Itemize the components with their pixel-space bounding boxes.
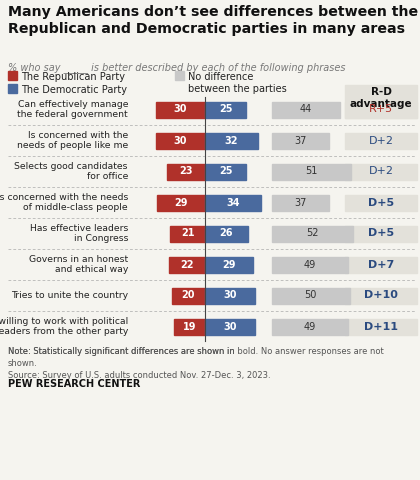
- Bar: [272, 164, 351, 180]
- Text: 34: 34: [226, 197, 240, 207]
- Bar: [345, 85, 417, 118]
- Text: Is concerned with the
needs of people like me: Is concerned with the needs of people li…: [17, 131, 128, 150]
- Bar: [205, 226, 248, 241]
- Text: 26: 26: [220, 228, 233, 239]
- Text: R+5: R+5: [369, 105, 393, 115]
- Bar: [205, 256, 253, 273]
- Text: % who say _____ is better described by each of the following phrases: % who say _____ is better described by e…: [8, 62, 346, 73]
- Text: 32: 32: [225, 135, 238, 145]
- Bar: [345, 319, 417, 335]
- Text: Selects good candidates
for office: Selects good candidates for office: [15, 162, 128, 181]
- Text: D+5: D+5: [368, 197, 394, 207]
- Text: D+5: D+5: [368, 228, 394, 239]
- Text: No difference
between the parties: No difference between the parties: [188, 72, 287, 95]
- Text: D+11: D+11: [364, 322, 398, 332]
- Bar: [272, 194, 329, 211]
- Text: 49: 49: [304, 260, 316, 269]
- Bar: [345, 132, 417, 148]
- Text: The Democratic Party: The Democratic Party: [21, 85, 127, 95]
- Bar: [345, 194, 417, 211]
- Bar: [155, 132, 205, 148]
- Bar: [272, 256, 348, 273]
- Bar: [345, 164, 417, 180]
- Text: 29: 29: [222, 260, 236, 269]
- Text: 49: 49: [304, 322, 316, 332]
- Text: 22: 22: [180, 260, 194, 269]
- Bar: [272, 132, 329, 148]
- Text: The Republican Party: The Republican Party: [21, 72, 125, 82]
- Text: Many Americans don’t see differences between the
Republican and Democratic parti: Many Americans don’t see differences bet…: [8, 5, 418, 36]
- Text: 23: 23: [179, 167, 193, 177]
- Text: 44: 44: [300, 105, 312, 115]
- Bar: [205, 164, 246, 180]
- Bar: [173, 319, 205, 335]
- Bar: [205, 194, 261, 211]
- Text: Has effective leaders
in Congress: Has effective leaders in Congress: [30, 224, 128, 243]
- Text: 25: 25: [219, 105, 232, 115]
- Bar: [167, 164, 205, 180]
- Text: Is concerned with the needs
of middle-class people: Is concerned with the needs of middle-cl…: [0, 192, 128, 212]
- Text: Is willing to work with political
leaders from the other party: Is willing to work with political leader…: [0, 317, 128, 336]
- Text: 50: 50: [304, 290, 317, 300]
- Text: 19: 19: [183, 322, 196, 332]
- Text: D+2: D+2: [368, 167, 394, 177]
- Text: Note: Statistically significant differences are shown in: Note: Statistically significant differen…: [8, 347, 237, 356]
- Text: PEW RESEARCH CENTER: PEW RESEARCH CENTER: [8, 379, 140, 389]
- Text: 30: 30: [223, 322, 236, 332]
- Bar: [272, 319, 348, 335]
- Text: 37: 37: [294, 135, 307, 145]
- Text: 21: 21: [181, 228, 194, 239]
- Text: Governs in an honest
and ethical way: Governs in an honest and ethical way: [29, 254, 128, 275]
- Bar: [155, 101, 205, 118]
- Text: 29: 29: [174, 197, 188, 207]
- Text: Can effectively manage
the federal government: Can effectively manage the federal gover…: [17, 100, 128, 120]
- Text: 52: 52: [306, 228, 318, 239]
- Bar: [205, 319, 255, 335]
- Text: Tries to unite the country: Tries to unite the country: [11, 291, 128, 300]
- Text: 51: 51: [305, 167, 318, 177]
- Text: R-D
advantage: R-D advantage: [350, 87, 412, 109]
- Text: Note: Statistically significant differences are shown in bold. No answer respons: Note: Statistically significant differen…: [8, 347, 384, 380]
- Bar: [205, 288, 255, 303]
- Bar: [205, 132, 258, 148]
- Text: D+7: D+7: [368, 260, 394, 269]
- Bar: [8, 71, 17, 80]
- Text: 30: 30: [223, 290, 236, 300]
- Text: D+10: D+10: [364, 290, 398, 300]
- Bar: [157, 194, 205, 211]
- Text: D+2: D+2: [368, 135, 394, 145]
- Bar: [169, 256, 205, 273]
- Text: 20: 20: [182, 290, 195, 300]
- Bar: [272, 226, 353, 241]
- Bar: [345, 288, 417, 303]
- Bar: [272, 288, 349, 303]
- Bar: [175, 71, 184, 80]
- Text: 37: 37: [294, 197, 307, 207]
- Text: 25: 25: [219, 167, 232, 177]
- Bar: [205, 101, 246, 118]
- Text: 30: 30: [173, 135, 187, 145]
- Bar: [345, 226, 417, 241]
- Text: 30: 30: [173, 105, 187, 115]
- Bar: [345, 256, 417, 273]
- Bar: [345, 101, 417, 118]
- Bar: [172, 288, 205, 303]
- Bar: [272, 101, 340, 118]
- Bar: [8, 84, 17, 93]
- Bar: [171, 226, 205, 241]
